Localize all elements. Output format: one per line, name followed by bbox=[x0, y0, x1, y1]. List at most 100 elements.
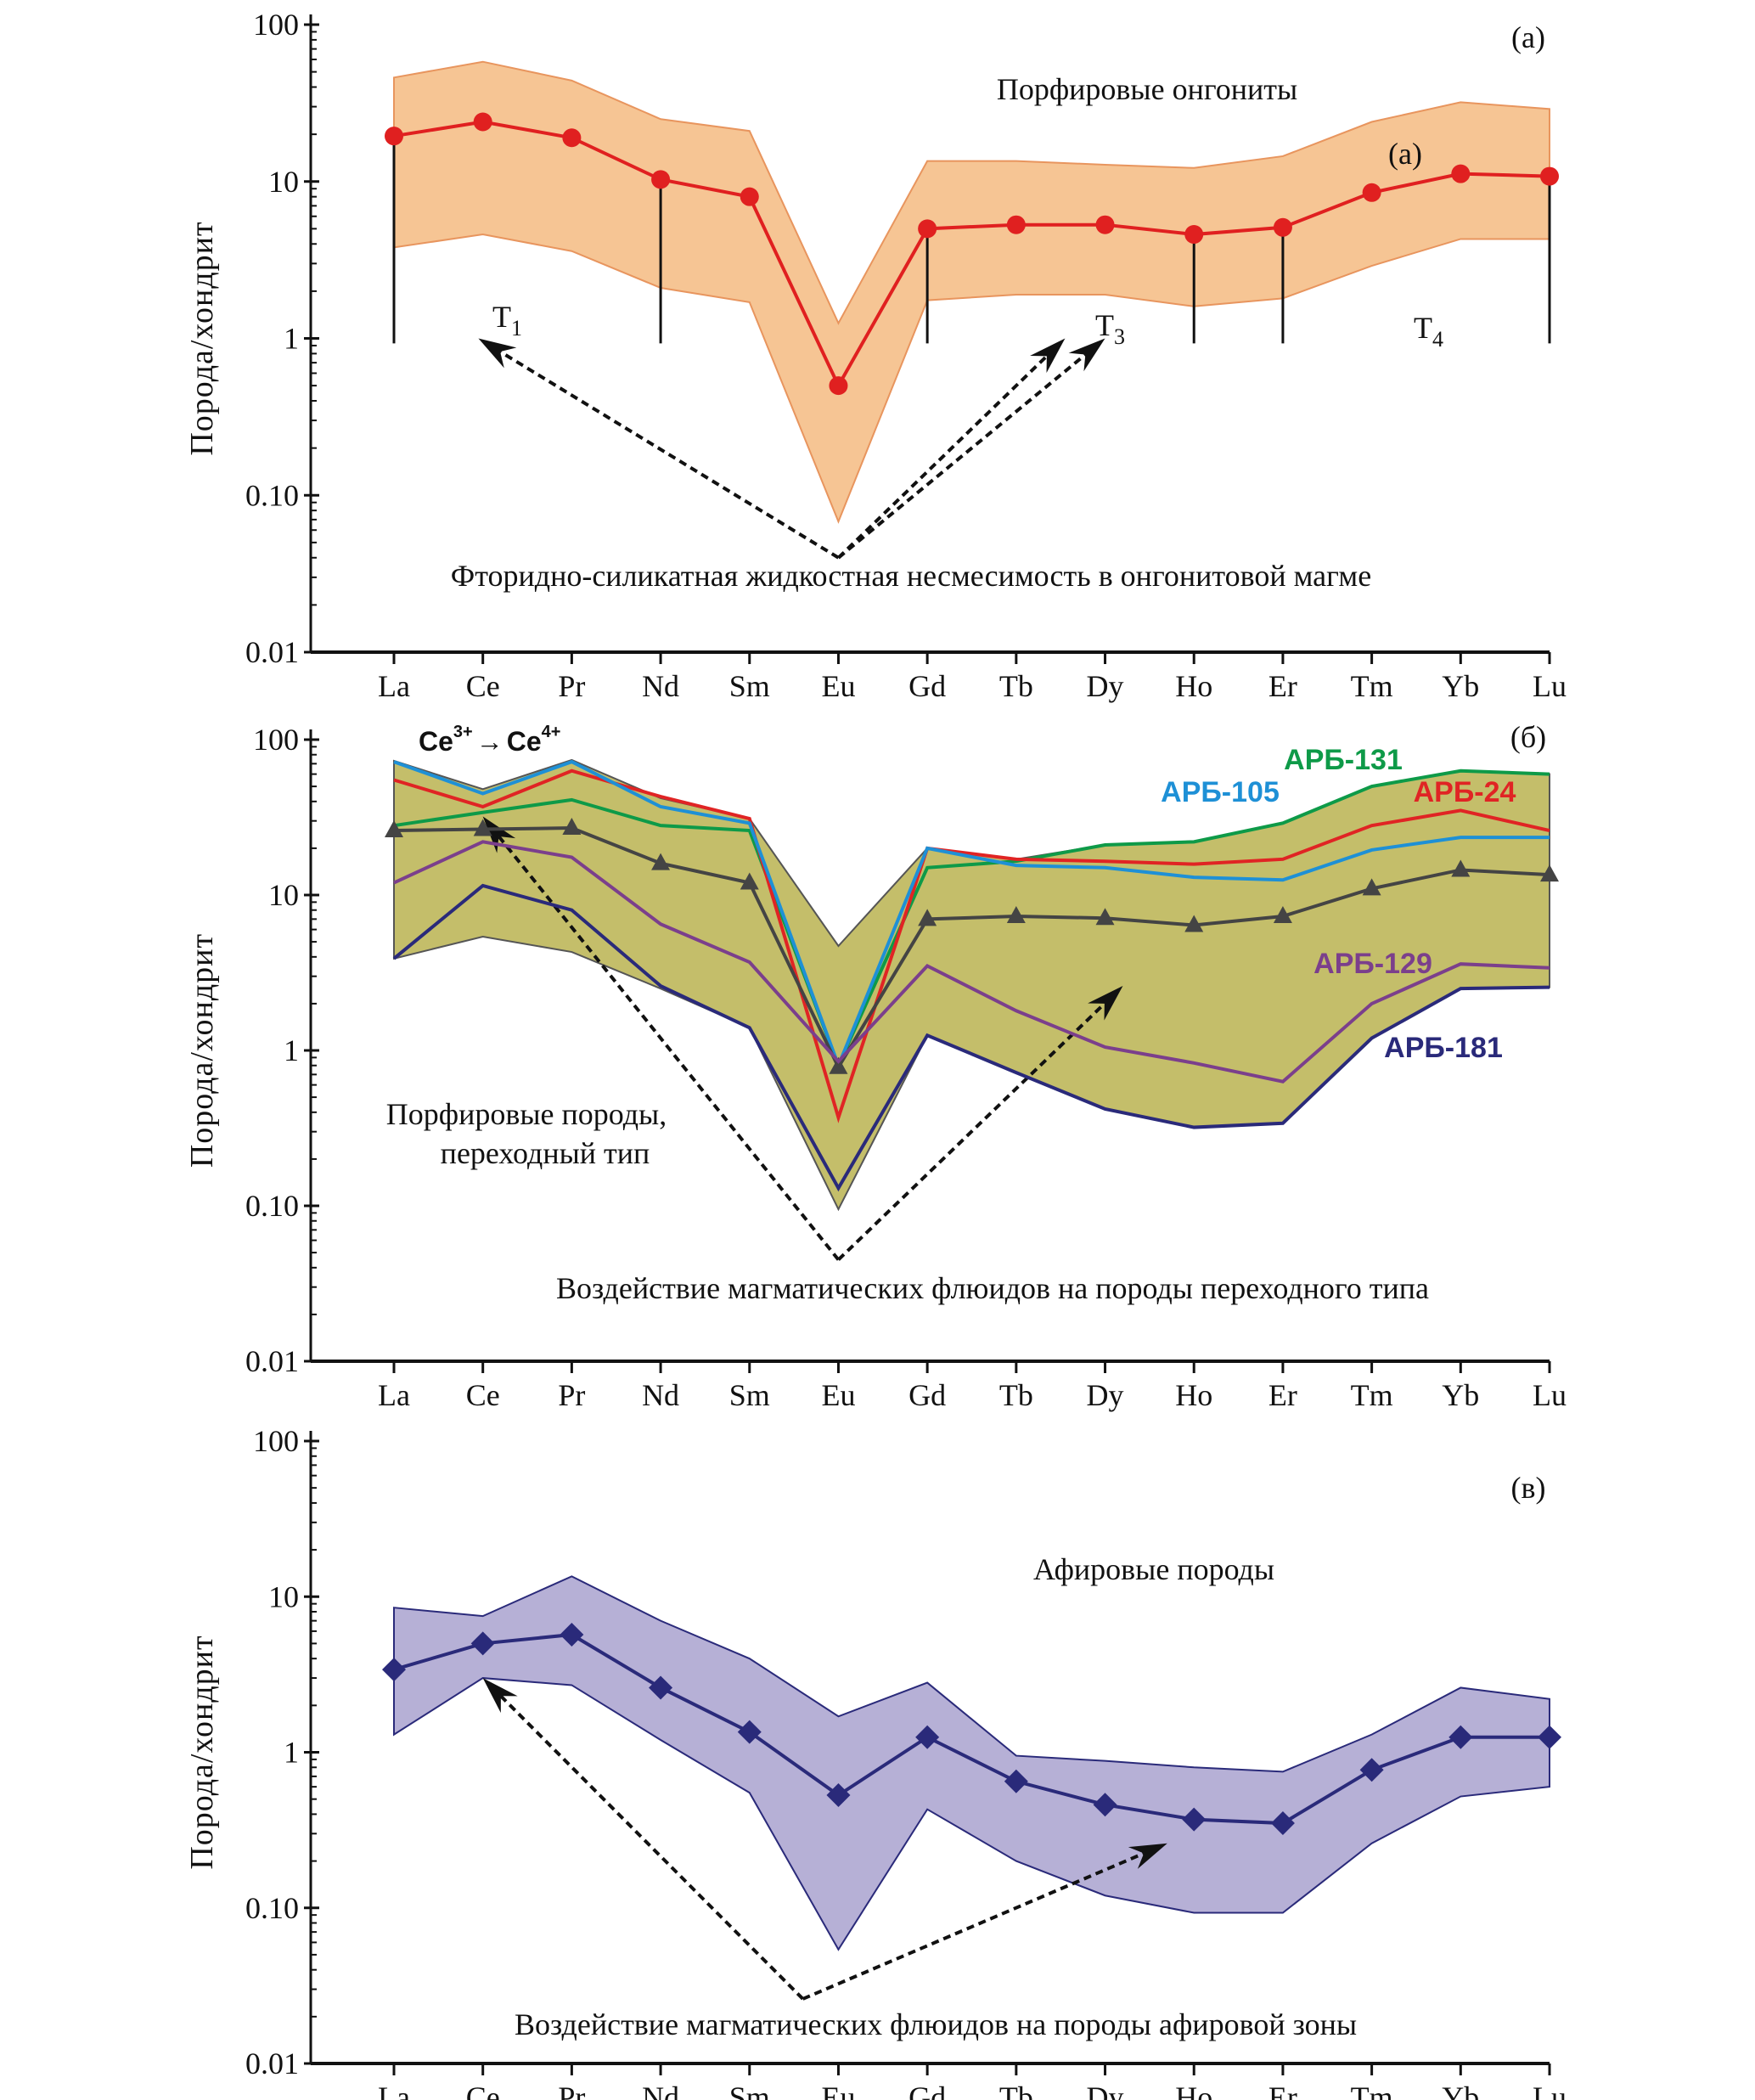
data-point-Ce bbox=[470, 1631, 495, 1656]
data-point-Ce bbox=[473, 112, 492, 132]
t3-label: T3 bbox=[1095, 308, 1125, 349]
data-point-Ce bbox=[473, 819, 492, 836]
x-tick-label-Lu: Lu bbox=[1533, 2080, 1567, 2100]
x-tick-label-Ce: Ce bbox=[466, 2080, 500, 2100]
panel-b-field-label-2: переходный тип bbox=[441, 1136, 650, 1170]
panel-a-process-label: Фторидно-силикатная жидкостная несмесимо… bbox=[451, 559, 1371, 593]
dashed-arrow-line bbox=[499, 1694, 805, 2001]
series-label-arb-131: АРБ-131 bbox=[1284, 744, 1403, 776]
panel-b-process-label: Воздействие магматических флюидов на пор… bbox=[556, 1271, 1429, 1305]
series-line bbox=[393, 826, 1550, 1071]
data-point-Sm bbox=[737, 1720, 762, 1744]
x-tick-label-Eu: Eu bbox=[821, 2080, 855, 2100]
panel-a-field-label: Порфировые онгониты bbox=[997, 72, 1297, 106]
data-point-Nd bbox=[649, 1675, 673, 1700]
y-tick-label: 10 bbox=[268, 165, 299, 199]
arrow-head-icon bbox=[478, 338, 517, 369]
x-tick-label-Nd: Nd bbox=[642, 669, 679, 703]
data-point-Yb bbox=[1451, 859, 1471, 877]
y-tick-label: 1 bbox=[284, 322, 299, 356]
x-tick-label-Yb: Yb bbox=[1442, 669, 1479, 703]
data-point-Dy bbox=[1093, 1793, 1117, 1817]
x-tick-label-Yb: Yb bbox=[1442, 2080, 1479, 2100]
dashed-arrow-line bbox=[837, 353, 1087, 560]
t4-label: T4 bbox=[1414, 311, 1443, 352]
y-tick-label: 1 bbox=[284, 1736, 299, 1770]
x-tick-label-Tb: Tb bbox=[999, 1378, 1033, 1412]
x-tick-label-Gd: Gd bbox=[908, 1378, 946, 1412]
x-tick-label-Eu: Eu bbox=[821, 669, 855, 703]
series-label-arb-105: АРБ-105 bbox=[1161, 776, 1280, 808]
arrow-head-icon bbox=[1030, 338, 1066, 374]
panel-c-process-label: Воздействие магматических флюидов на пор… bbox=[515, 2007, 1357, 2041]
data-point-Eu bbox=[826, 1783, 851, 1808]
y-tick-label: 0.10 bbox=[245, 1891, 299, 1925]
x-tick-label-Sm: Sm bbox=[729, 2080, 770, 2100]
data-point-La bbox=[385, 820, 403, 838]
x-tick-label-Ho: Ho bbox=[1175, 1378, 1212, 1412]
ce-oxidation-label: Ce3+ → Ce4+ bbox=[419, 723, 560, 757]
x-tick-label-Dy: Dy bbox=[1087, 669, 1124, 703]
data-point-Dy bbox=[1095, 215, 1115, 234]
data-point-Pr bbox=[562, 128, 582, 148]
series-label-arb-181: АРБ-181 bbox=[1384, 1032, 1503, 1064]
data-point-Er bbox=[1273, 906, 1292, 924]
panel-a: 100 10 1 0.10 0.01 La Ce Pr Nd Sm Eu Gd Tb Dy Ho Er Tm Yb… bbox=[184, 8, 1567, 703]
data-point-Lu bbox=[1538, 1725, 1561, 1749]
panel-c: 100 10 1 0.10 0.01 La Ce Pr Nd Sm Eu Gd Tb Dy Ho Er Tm Yb… bbox=[184, 1424, 1567, 2100]
x-tick-label-Ho: Ho bbox=[1175, 2080, 1212, 2100]
data-point-Eu bbox=[829, 1056, 848, 1074]
panel-a-series-label: (а) bbox=[1388, 137, 1422, 171]
data-point-Ho bbox=[1184, 225, 1204, 245]
data-point-Tm bbox=[1362, 183, 1381, 202]
panel-c-label: (в) bbox=[1511, 1471, 1546, 1505]
panel-b: 100 10 1 0.10 0.01 La Ce Pr Nd Sm Eu Gd Tb Dy Ho Er Tm Yb… bbox=[184, 723, 1567, 1412]
y-axis-label: Порода/хондрит bbox=[184, 221, 220, 455]
x-tick-label-Er: Er bbox=[1268, 2080, 1297, 2100]
dashed-arrow-line bbox=[837, 1002, 1106, 1261]
x-tick-label-Dy: Dy bbox=[1087, 2080, 1124, 2100]
data-point-Sm bbox=[740, 872, 759, 890]
x-tick-label-Er: Er bbox=[1268, 669, 1297, 703]
data-point-Er bbox=[1273, 217, 1292, 237]
x-tick-label-La: La bbox=[378, 669, 410, 703]
panel-c-annotations: (в) Афировые породы Воздействие магматич… bbox=[515, 1471, 1546, 2041]
data-point-Lu bbox=[1540, 864, 1559, 882]
x-tick-label-Tb: Tb bbox=[999, 2080, 1033, 2100]
x-tick-label-Sm: Sm bbox=[729, 1378, 770, 1412]
data-point-La bbox=[385, 127, 403, 146]
x-tick-label-Gd: Gd bbox=[908, 2080, 946, 2100]
x-tick-label-Pr: Pr bbox=[558, 669, 585, 703]
x-tick-label-Ho: Ho bbox=[1175, 669, 1212, 703]
x-tick-label-Pr: Pr bbox=[558, 2080, 585, 2100]
x-tick-label-Tb: Tb bbox=[999, 669, 1033, 703]
data-point-Eu bbox=[829, 376, 848, 396]
y-tick-label: 10 bbox=[268, 1579, 299, 1613]
x-tick-label-Nd: Nd bbox=[642, 2080, 679, 2100]
range-band bbox=[393, 1575, 1550, 1951]
y-tick-label: 0.10 bbox=[245, 478, 299, 512]
data-point-Tb bbox=[1006, 215, 1026, 234]
y-tick-label: 100 bbox=[253, 1424, 299, 1458]
panel-a-label: (а) bbox=[1511, 20, 1545, 54]
data-point-Gd bbox=[918, 219, 937, 239]
data-point-Pr bbox=[562, 818, 582, 836]
data-point-Tm bbox=[1362, 878, 1381, 896]
series-line-АРБ-181 bbox=[392, 883, 1550, 1192]
x-tick-label-Ce: Ce bbox=[466, 669, 500, 703]
data-point-Gd bbox=[918, 909, 937, 926]
data-point-Dy bbox=[1095, 908, 1115, 926]
x-tick-label-Eu: Eu bbox=[821, 1378, 855, 1412]
data-point-Yb bbox=[1448, 1725, 1473, 1749]
x-tick-label-Tm: Tm bbox=[1351, 1378, 1393, 1412]
y-tick-label: 100 bbox=[253, 723, 299, 757]
series-line-АРБ-131 bbox=[393, 768, 1550, 1070]
x-tick-label-Nd: Nd bbox=[642, 1378, 679, 1412]
data-point-Pr bbox=[560, 1622, 584, 1647]
dashed-arrow-line bbox=[837, 354, 1049, 560]
plot-layer: 100 10 1 0.10 0.01 La Ce Pr Nd Sm Eu Gd Tb Dy Ho Er Tm Yb… bbox=[184, 8, 1567, 2100]
series-line-АРБ-105 bbox=[393, 759, 1550, 1071]
x-tick-label-Lu: Lu bbox=[1533, 669, 1567, 703]
y-tick-label: 100 bbox=[253, 8, 299, 42]
